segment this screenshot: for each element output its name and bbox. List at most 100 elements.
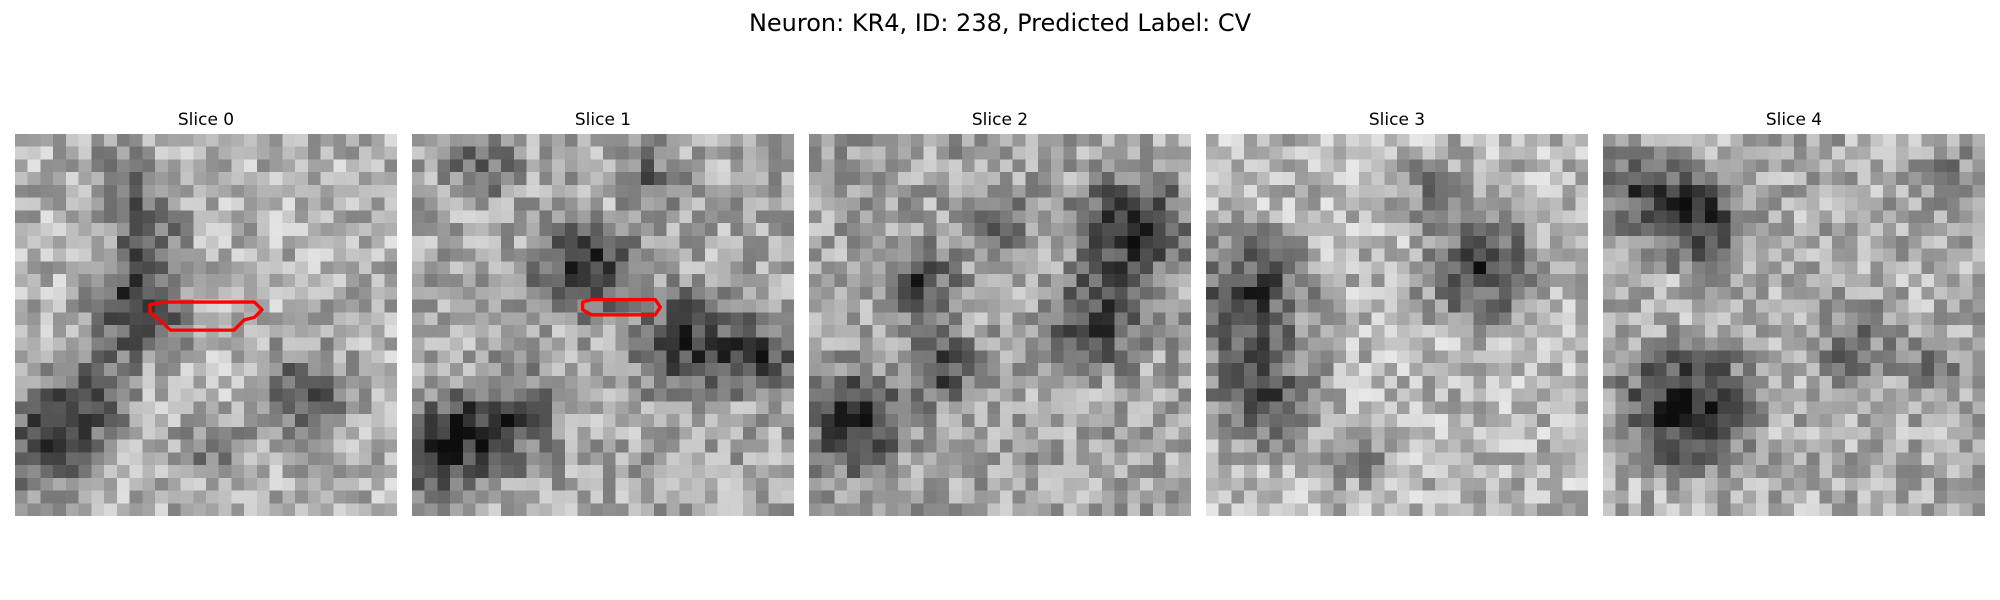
pixel <box>987 503 1001 516</box>
pixel <box>1397 159 1410 173</box>
pixel <box>129 261 143 275</box>
pixel <box>27 274 41 288</box>
pixel <box>526 197 540 211</box>
pixel <box>590 210 604 224</box>
pixel <box>1730 172 1744 186</box>
pixel <box>949 197 963 211</box>
pixel <box>1307 350 1321 364</box>
pixel <box>307 401 321 415</box>
pixel <box>1101 465 1115 479</box>
pixel <box>501 235 515 249</box>
pixel <box>1422 146 1436 160</box>
pixel <box>1127 490 1141 504</box>
pixel <box>949 274 963 288</box>
pixel <box>923 286 937 300</box>
pixel <box>821 325 835 338</box>
pixel <box>1704 452 1718 466</box>
pixel <box>1422 286 1436 300</box>
pixel <box>1422 184 1436 198</box>
pixel <box>1498 235 1512 249</box>
pixel <box>1575 274 1588 288</box>
pixel <box>1025 197 1039 211</box>
pixel <box>847 299 861 313</box>
pixel <box>1435 363 1449 377</box>
pixel <box>320 248 334 262</box>
pixel <box>142 210 156 224</box>
pixel <box>1320 134 1334 147</box>
pixel <box>653 223 667 237</box>
pixel <box>1076 197 1090 211</box>
pixel <box>1486 388 1500 402</box>
pixel <box>501 261 515 275</box>
pixel <box>755 312 769 326</box>
pixel <box>898 223 912 237</box>
pixel <box>1704 401 1718 415</box>
pixel <box>872 210 886 224</box>
pixel <box>1498 197 1512 211</box>
pixel <box>628 184 642 198</box>
pixel <box>1704 375 1718 389</box>
pixel <box>256 286 270 300</box>
pixel <box>1806 401 1820 415</box>
pixel <box>1883 210 1897 224</box>
slice-title: Slice 4 <box>1765 110 1823 130</box>
pixel <box>1089 388 1103 402</box>
pixel <box>781 439 794 453</box>
pixel <box>307 299 321 313</box>
pixel <box>564 223 578 237</box>
pixel <box>1704 274 1718 288</box>
pixel <box>1063 274 1077 288</box>
pixel <box>1755 414 1769 428</box>
pixel <box>1012 184 1026 198</box>
pixel <box>1320 172 1334 186</box>
pixel <box>256 325 270 338</box>
pixel <box>15 503 28 516</box>
pixel <box>488 503 502 516</box>
pixel <box>1486 401 1500 415</box>
pixel <box>1628 172 1642 186</box>
pixel <box>1038 325 1052 338</box>
pixel <box>1857 325 1871 338</box>
pixel <box>1666 210 1680 224</box>
pixel <box>1857 337 1871 351</box>
pixel <box>781 223 794 237</box>
pixel <box>1076 134 1090 147</box>
pixel <box>615 439 629 453</box>
pixel <box>1089 261 1103 275</box>
pixel <box>462 172 476 186</box>
pixel <box>307 159 321 173</box>
pixel <box>78 363 92 377</box>
pixel <box>1076 337 1090 351</box>
pixel <box>116 172 130 186</box>
pixel <box>1447 146 1461 160</box>
pixel <box>961 299 975 313</box>
pixel <box>641 426 655 440</box>
pixel <box>65 197 79 211</box>
pixel <box>1844 159 1858 173</box>
pixel <box>1844 235 1858 249</box>
pixel <box>1755 363 1769 377</box>
pixel <box>1025 146 1039 160</box>
pixel <box>27 210 41 224</box>
pixel <box>717 503 731 516</box>
pixel <box>1628 439 1642 453</box>
pixel <box>384 159 397 173</box>
pixel <box>450 134 464 147</box>
pixel <box>1628 388 1642 402</box>
pixel <box>1256 286 1270 300</box>
pixel <box>1063 363 1077 377</box>
pixel <box>859 350 873 364</box>
pixel <box>1883 375 1897 389</box>
pixel <box>1089 286 1103 300</box>
pixel <box>1346 337 1360 351</box>
pixel <box>1435 286 1449 300</box>
pixel <box>1409 286 1423 300</box>
pixel <box>923 134 937 147</box>
pixel <box>15 375 28 389</box>
pixel <box>269 299 283 313</box>
pixel <box>1641 363 1655 377</box>
pixel <box>961 146 975 160</box>
pixel <box>1794 286 1807 300</box>
pixel <box>1844 325 1858 338</box>
pixel <box>885 172 899 186</box>
